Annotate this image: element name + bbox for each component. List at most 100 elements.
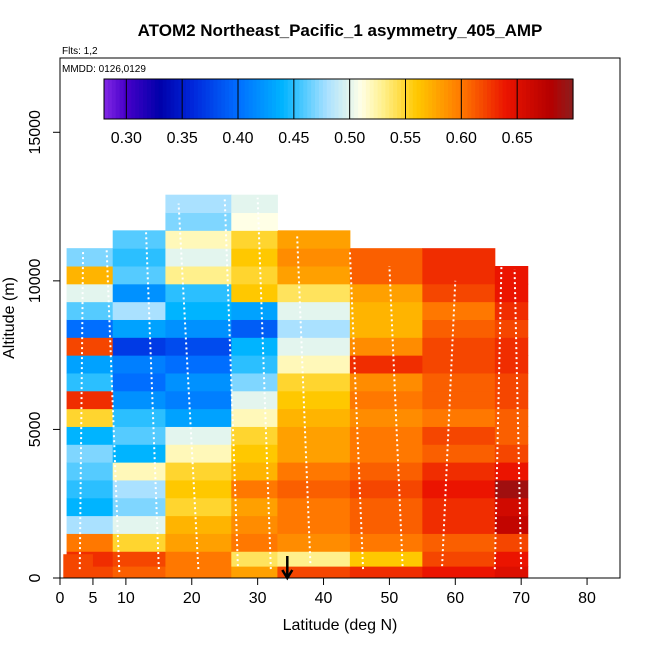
- colorbar-swatch: [537, 79, 543, 119]
- heatmap-cell: [494, 301, 529, 320]
- colorbar-swatch: [244, 79, 250, 119]
- heatmap-cell: [66, 355, 114, 374]
- colorbar-swatch: [232, 79, 238, 119]
- heatmap-cell: [422, 355, 496, 374]
- heatmap-cell: [66, 462, 114, 481]
- heatmap-cell: [231, 194, 278, 214]
- heatmap-cell: [494, 337, 529, 356]
- colorbar-swatch: [451, 79, 457, 119]
- heatmap-cell: [231, 533, 278, 552]
- heatmap-cell: [422, 319, 496, 338]
- heatmap-cell: [494, 408, 529, 427]
- heatmap-cell: [112, 462, 166, 481]
- heatmap-cell: [231, 372, 278, 392]
- colorbar-swatch: [549, 79, 555, 119]
- colorbar-swatch: [408, 79, 414, 119]
- heatmap-cell: [494, 444, 529, 463]
- heatmap-cell: [277, 372, 351, 392]
- flights-label: Flts: 1,2: [62, 46, 98, 57]
- heatmap-cell: [112, 444, 166, 463]
- colorbar: 0.30 0.35 0.40 0.45 0.50 0.55 0.60 0.65: [103, 78, 574, 147]
- colorbar-swatch: [264, 79, 269, 119]
- colorbar-swatch: [139, 79, 144, 119]
- heatmap-cell: [422, 301, 496, 320]
- heatmap-cell: [165, 390, 232, 410]
- heatmap-cell: [277, 248, 351, 267]
- heatmap-cell: [494, 266, 529, 285]
- colorbar-tick-label: 0.55: [390, 130, 421, 147]
- heatmap-cell: [422, 337, 496, 356]
- heatmap-cell: [277, 319, 351, 338]
- heatmap-cell: [66, 408, 114, 427]
- colorbar-swatch: [557, 79, 562, 119]
- colorbar-swatch: [221, 79, 226, 119]
- heatmap-cell: [112, 533, 166, 552]
- colorbar-swatch: [295, 79, 301, 119]
- heatmap-cell: [66, 372, 114, 392]
- colorbar-swatch: [135, 79, 140, 119]
- heatmap-cell: [422, 408, 496, 427]
- colorbar-swatch: [154, 79, 160, 119]
- heatmap-cell: [66, 319, 114, 338]
- colorbar-swatch: [162, 79, 168, 119]
- heatmap-cell: [231, 408, 278, 427]
- colorbar-swatch: [315, 79, 320, 119]
- y-tick-label: 0: [27, 573, 44, 582]
- heatmap-cell: [422, 462, 496, 481]
- colorbar-swatch: [397, 79, 402, 119]
- heatmap-cell: [494, 551, 529, 567]
- heatmap-cell: [231, 551, 278, 567]
- x-tick-label: 60: [446, 590, 464, 607]
- colorbar-swatch: [158, 79, 164, 119]
- colorbar-swatch: [447, 79, 453, 119]
- heatmap-cell: [165, 515, 232, 534]
- heatmap-cell: [165, 337, 232, 356]
- heatmap-cell: [165, 408, 232, 427]
- heatmap-cell: [349, 444, 423, 463]
- colorbar-swatch: [533, 79, 539, 119]
- y-tick-label: 15000: [27, 110, 44, 155]
- colorbar-swatch: [381, 79, 386, 119]
- heatmap-cell: [277, 301, 351, 320]
- colorbar-swatch: [123, 79, 129, 119]
- colorbar-swatch: [483, 79, 488, 119]
- colorbar-swatch: [479, 79, 484, 119]
- colorbar-swatch: [502, 79, 508, 119]
- colorbar-swatch: [275, 79, 281, 119]
- colorbar-swatch: [170, 79, 175, 119]
- heatmap-cell: [277, 551, 351, 567]
- chart-title: ATOM2 Northeast_Pacific_1 asymmetry_405_…: [138, 21, 543, 40]
- heatmap-cell: [277, 337, 351, 356]
- heatmap-cell: [422, 390, 496, 410]
- colorbar-swatch: [569, 79, 574, 119]
- colorbar-swatch: [201, 79, 207, 119]
- colorbar-swatch: [342, 79, 347, 119]
- colorbar-swatch: [252, 79, 258, 119]
- heatmap-cell: [422, 283, 496, 303]
- colorbar-swatch: [377, 79, 383, 119]
- colorbar-swatch: [322, 79, 328, 119]
- colorbar-swatch: [518, 79, 523, 119]
- marker-head: [281, 569, 294, 581]
- heatmap-cell: [349, 497, 423, 517]
- heatmap-cell: [165, 212, 232, 231]
- colorbar-swatch: [338, 79, 344, 119]
- heatmap-cell: [494, 283, 529, 303]
- heatmap-cell: [349, 426, 423, 445]
- heatmap-cell: [112, 515, 166, 534]
- colorbar-swatch: [240, 79, 246, 119]
- colorbar-swatch: [416, 79, 422, 119]
- flight-track: [256, 197, 272, 570]
- colorbar-swatch: [350, 79, 355, 119]
- colorbar-swatch: [189, 79, 195, 119]
- colorbar-swatch: [444, 79, 449, 119]
- colorbar-swatch: [494, 79, 500, 119]
- x-axis-label: Latitude (deg N): [283, 617, 398, 634]
- heatmap-cell: [231, 566, 278, 579]
- colorbar-swatch: [272, 79, 277, 119]
- heatmap-cell: [231, 248, 278, 267]
- x-tick-label: 50: [381, 590, 399, 607]
- heatmap-cell: [231, 337, 278, 356]
- heatmap-cell: [349, 355, 423, 374]
- colorbar-swatch: [545, 79, 551, 119]
